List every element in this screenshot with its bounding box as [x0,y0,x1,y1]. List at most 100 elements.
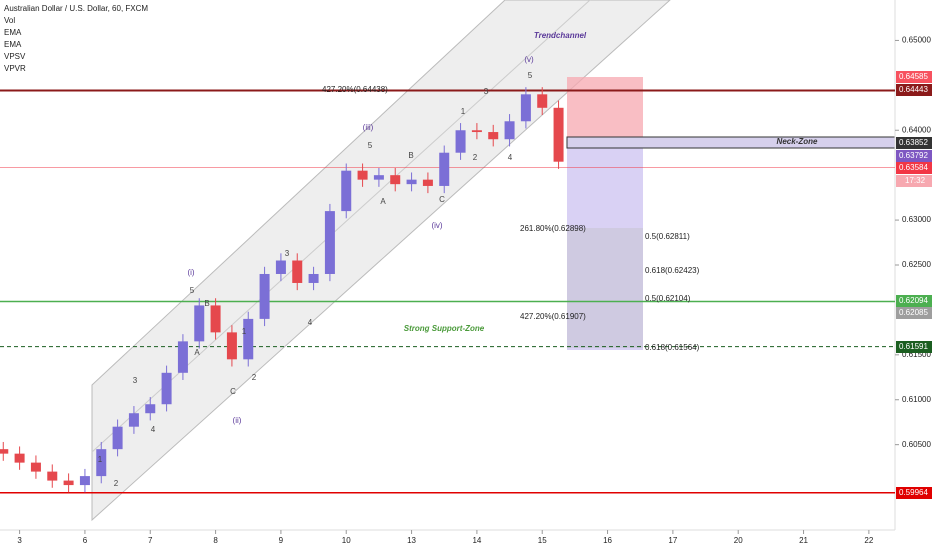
candle-body [226,332,237,360]
annotation: 1 [242,327,247,336]
x-tick-label: 15 [538,536,547,545]
candle-body [439,152,450,186]
annotation: Neck-Zone [777,137,818,146]
x-tick-label: 6 [83,536,88,545]
annotation: Strong Support-Zone [404,324,485,333]
fib-label: 0.5(0.62811) [645,232,690,241]
annotation: A [380,197,386,206]
x-tick-label: 8 [213,536,218,545]
level-label-bg [896,84,932,96]
x-tick-label: 13 [407,536,416,545]
annotation: 5 [528,71,533,80]
candle-body [471,130,482,133]
candle-body [63,480,74,486]
annotation: 4 [151,425,156,434]
level-label: 0.64443 [899,85,928,94]
legend-item: VPVR [4,64,26,73]
x-tick-label: 21 [799,536,808,545]
y-tick-label: 0.64000 [902,125,931,134]
candle-body [128,413,139,427]
candle-body [161,372,172,405]
candle-body [504,121,515,140]
candle-body [373,175,384,180]
candle-body [390,175,401,185]
annotation: B [204,299,209,308]
candle-body [14,453,25,463]
candle-body [112,426,123,450]
y-tick-label: 0.61000 [902,395,931,404]
candle-body [488,132,499,140]
level-label: 0.63852 [899,138,928,147]
x-tick-label: 20 [734,536,743,545]
legend: Australian Dollar / U.S. Dollar, 60, FXC… [4,4,148,13]
annotation: B [408,151,413,160]
candle-body [308,273,319,283]
y-tick-label: 0.62500 [902,260,931,269]
annotation: 2 [252,373,257,382]
candle-body [210,305,221,333]
neck-zone-band [566,136,896,149]
fib-label: 0.618(0.61564) [645,343,700,352]
level-label: 0.59964 [899,488,928,497]
candle-body [259,273,270,319]
level-label: 0.64585 [899,72,928,81]
fib-label: 0.618(0.62423) [645,266,700,275]
candle-body [537,94,548,108]
candle-body [292,260,303,283]
legend-title: Australian Dollar / U.S. Dollar, 60, FXC… [4,4,148,13]
annotation: 2 [114,479,119,488]
annotation: A [194,348,200,357]
level-label: 0.61591 [899,342,928,351]
level-label-bg [896,150,932,162]
y-tick-label: 0.63000 [902,215,931,224]
y-tick-label: 0.61500 [902,350,931,359]
candle-body [0,449,9,454]
trend-channel-mid [91,0,591,453]
annotation: 1 [98,455,103,464]
annotation: (iii) [363,123,374,132]
candle-body [422,179,433,186]
x-tick-label: 16 [603,536,612,545]
x-tick-label: 22 [864,536,873,545]
candle-body [243,318,254,360]
profit-box [567,145,643,350]
level-label-bg [896,162,932,174]
fib-box [567,228,643,348]
candle-body [96,449,107,477]
annotation: 3 [285,249,290,258]
annotation: 5 [190,286,195,295]
y-tick-label: 0.65000 [902,36,931,45]
trend-channel [91,0,671,522]
annotation: 2 [473,153,478,162]
annotation: Trendchannel [534,31,587,40]
candle-body [341,170,352,212]
annotation: 3 [133,376,138,385]
annotation: (v) [524,55,534,64]
candle-body [455,130,466,153]
level-label-bg [896,341,932,353]
fib-label: 0.5(0.62104) [645,294,691,303]
candle-body [47,471,58,481]
annotation: 3 [484,87,489,96]
legend-item: Vol [4,16,15,25]
candle-body [177,341,188,373]
x-tick-label: 14 [472,536,481,545]
annotation: 1 [461,107,466,116]
x-tick-label: 9 [279,536,284,545]
x-tick-label: 3 [17,536,22,545]
level-label-bg [896,137,932,149]
fib-label: 261.80%(0.62898) [520,224,586,233]
annotation: (i) [187,268,194,277]
legend-item: EMA [4,40,22,49]
annotation: C [230,387,236,396]
candle-body [406,179,417,185]
level-label-bg [896,295,932,307]
candle-body [79,476,90,486]
annotation: 4 [308,318,313,327]
legend-item: VPSV [4,52,26,61]
level-label: 0.62085 [899,308,928,317]
candle-body [520,94,531,122]
annotation: 5 [368,141,373,150]
level-label: 0.63584 [899,163,928,172]
